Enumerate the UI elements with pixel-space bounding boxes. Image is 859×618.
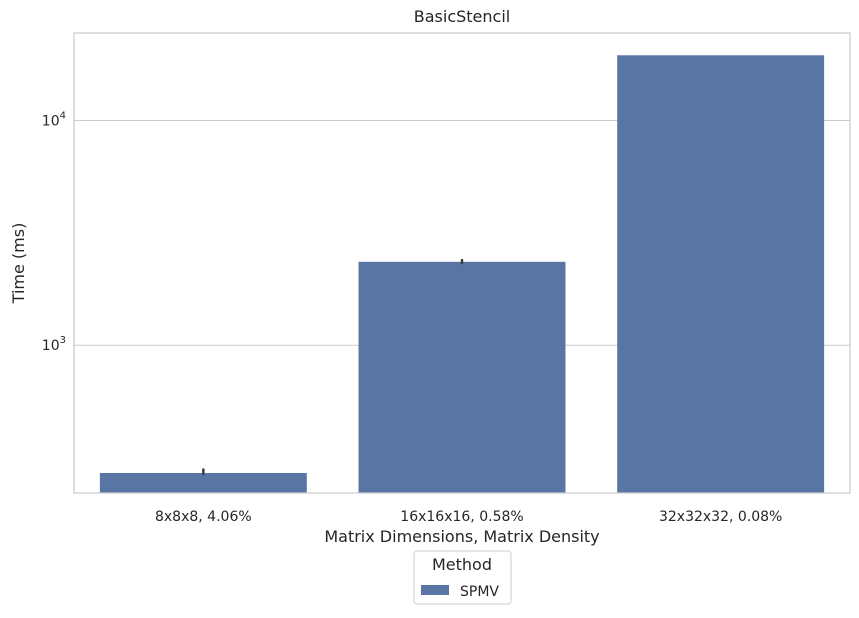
- y-tick-label: 103: [42, 335, 66, 354]
- error-bars: [202, 258, 464, 476]
- bars: [99, 55, 825, 493]
- x-tick-label: 16x16x16, 0.58%: [400, 509, 523, 525]
- legend: Method SPMV: [413, 550, 512, 605]
- y-tick-exponent: 3: [60, 335, 66, 346]
- plot-frame: [73, 32, 851, 494]
- x-tick-labels: 8x8x8, 4.06% 16x16x16, 0.58% 32x32x32, 0.0…: [155, 509, 782, 525]
- bar: [358, 261, 566, 493]
- legend-title: Method: [432, 555, 492, 574]
- chart-title: BasicStencil: [414, 7, 510, 26]
- legend-label-spmv: SPMV: [460, 584, 499, 600]
- bar: [99, 473, 307, 493]
- x-tick-label: 8x8x8, 4.06%: [155, 509, 252, 525]
- y-axis-label: Time (ms): [9, 223, 28, 305]
- y-tick-labels: 103 104: [42, 110, 66, 354]
- x-tick-label: 32x32x32, 0.08%: [659, 509, 782, 525]
- x-axis-label: Matrix Dimensions, Matrix Density: [324, 527, 599, 546]
- y-tick-label: 104: [42, 110, 66, 129]
- bar: [617, 55, 825, 493]
- legend-swatch-spmv: [421, 585, 449, 595]
- y-tick-exponent: 4: [60, 110, 66, 121]
